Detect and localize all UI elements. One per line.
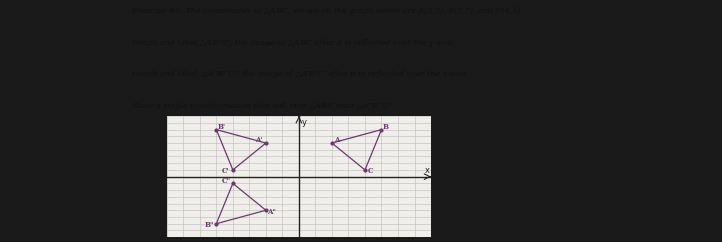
Text: A': A'	[255, 136, 263, 144]
Text: B': B'	[218, 123, 226, 131]
Text: C": C"	[221, 177, 230, 185]
Text: B: B	[383, 123, 389, 131]
Text: y: y	[303, 118, 308, 127]
Text: A: A	[334, 136, 340, 144]
Text: C: C	[367, 167, 373, 175]
Text: C': C'	[222, 167, 230, 175]
Text: x: x	[425, 166, 430, 175]
Text: Graph and label  △A’’B’’C’’ the image of △A’B’C’ after it is reflected over the : Graph and label △A’’B’’C’’ the image of …	[131, 70, 468, 78]
Text: A": A"	[268, 208, 277, 216]
Text: State a single transformation that will map △ABC onto △A’’B’’C’’.: State a single transformation that will …	[131, 102, 396, 110]
Text: Graph and label △A’B’C’, the image of △ABC after it is reflected over the y-axis: Graph and label △A’B’C’, the image of △A…	[131, 39, 454, 47]
Text: B": B"	[205, 221, 214, 229]
Text: Exercise #6: The coordinates of △ABC, shown on the graph below are A(2,5), B(5,7: Exercise #6: The coordinates of △ABC, sh…	[131, 7, 523, 15]
